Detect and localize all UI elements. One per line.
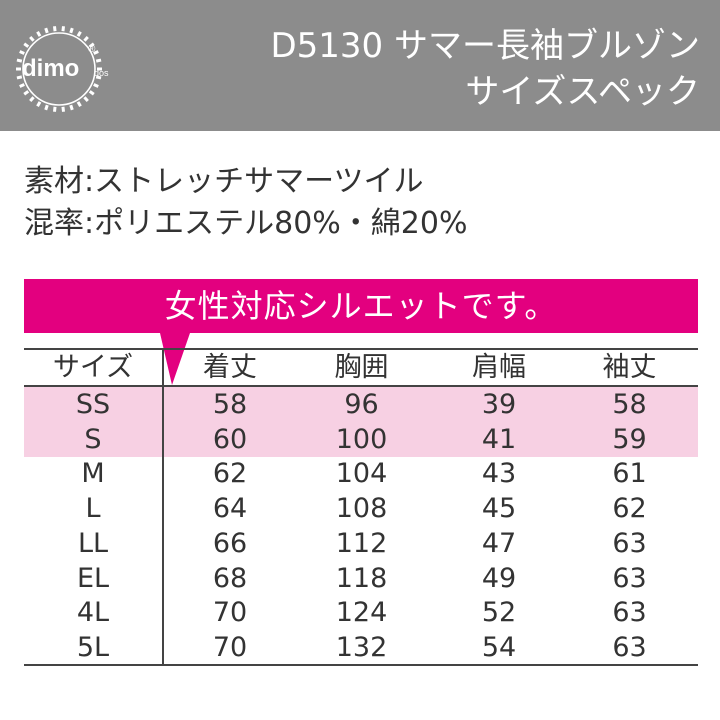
banner-text: 女性対応シルエットです。 xyxy=(164,287,558,325)
cell-sleeve: 58 xyxy=(612,389,647,420)
cell-sleeve: 63 xyxy=(612,562,647,594)
cell-size: EL xyxy=(76,562,110,594)
svg-text:®: ® xyxy=(88,44,96,55)
cell-sleeve: 61 xyxy=(612,458,647,490)
cell-sleeve: 62 xyxy=(612,493,647,525)
cell-shoulder: 52 xyxy=(481,597,517,629)
header-sleeve: 袖丈 xyxy=(602,352,657,383)
cell-shoulder: 39 xyxy=(481,389,517,420)
header-size: サイズ xyxy=(52,352,134,383)
logo-subtext: dos xyxy=(94,68,109,78)
table-header-row: サイズ 着丈 胸囲 肩幅 袖丈 xyxy=(24,350,698,385)
table-row: 4L 70 124 52 63 xyxy=(24,595,698,630)
cell-size: S xyxy=(84,423,102,455)
cell-length: 70 xyxy=(212,597,248,629)
cell-shoulder: 43 xyxy=(481,458,517,490)
table-header-rule xyxy=(24,385,698,387)
cell-size: M xyxy=(81,458,105,490)
size-table: サイズ 着丈 胸囲 肩幅 袖丈 SS 58 96 39 58 S 60 100 41 59 M 62 1… xyxy=(24,348,698,678)
cell-sleeve: 59 xyxy=(612,423,647,455)
table-top-rule xyxy=(24,348,698,350)
cell-length: 62 xyxy=(212,458,248,490)
cell-length: 64 xyxy=(212,493,248,525)
cell-chest: 118 xyxy=(335,562,388,594)
dimo-logo: dimo ® dos xyxy=(16,26,109,112)
table-row: SS 58 96 39 58 xyxy=(24,387,698,422)
cell-length: 58 xyxy=(212,389,248,420)
cell-shoulder: 49 xyxy=(481,562,517,594)
table-row: 5L 70 132 54 63 xyxy=(24,630,698,665)
header-length: 着丈 xyxy=(203,352,257,383)
silhouette-banner: 女性対応シルエットです。 xyxy=(24,279,698,333)
cell-length: 70 xyxy=(212,631,248,663)
cell-shoulder: 45 xyxy=(481,493,517,525)
cell-chest: 96 xyxy=(344,389,379,420)
cell-shoulder: 47 xyxy=(481,527,517,559)
table-column-divider xyxy=(162,348,164,666)
table-bottom-rule xyxy=(24,664,698,666)
header-chest: 胸囲 xyxy=(334,352,389,383)
cell-chest: 104 xyxy=(335,458,388,490)
cell-size: LL xyxy=(77,527,109,559)
table-row: LL 66 112 47 63 xyxy=(24,526,698,561)
table-row: M 62 104 43 61 xyxy=(24,456,698,491)
header-shoulder: 肩幅 xyxy=(472,352,526,383)
cell-shoulder: 41 xyxy=(481,423,517,455)
product-title: D5130 サマー長袖ブルゾン xyxy=(270,26,700,66)
cell-chest: 100 xyxy=(335,423,388,455)
material-spec: 素材:ストレッチサマーツイル xyxy=(24,164,424,199)
cell-chest: 124 xyxy=(335,597,388,629)
table-row: L 64 108 45 62 xyxy=(24,491,698,526)
cell-size: 5L xyxy=(76,631,110,663)
cell-chest: 108 xyxy=(335,493,388,525)
ratio-spec: 混率:ポリエステル80%・綿20% xyxy=(24,206,468,241)
cell-length: 66 xyxy=(212,527,248,559)
cell-sleeve: 63 xyxy=(612,631,647,663)
cell-length: 60 xyxy=(212,423,248,455)
cell-size: 4L xyxy=(76,597,110,629)
cell-sleeve: 63 xyxy=(612,527,647,559)
cell-chest: 112 xyxy=(335,527,388,559)
cell-sleeve: 63 xyxy=(612,597,647,629)
cell-size: SS xyxy=(75,389,111,420)
table-row: S 60 100 41 59 xyxy=(24,421,698,457)
cell-chest: 132 xyxy=(335,631,388,663)
table-row: EL 68 118 49 63 xyxy=(24,561,698,596)
banner-pointer xyxy=(160,333,190,385)
product-subtitle: サイズスペック xyxy=(465,72,700,112)
cell-shoulder: 54 xyxy=(481,631,517,663)
cell-length: 68 xyxy=(212,562,248,594)
header-bar: dimo ® dos D5130 サマー長袖ブルゾン サイズスペック xyxy=(0,0,720,131)
logo-wordmark: dimo xyxy=(22,55,79,82)
cell-size: L xyxy=(85,493,101,525)
